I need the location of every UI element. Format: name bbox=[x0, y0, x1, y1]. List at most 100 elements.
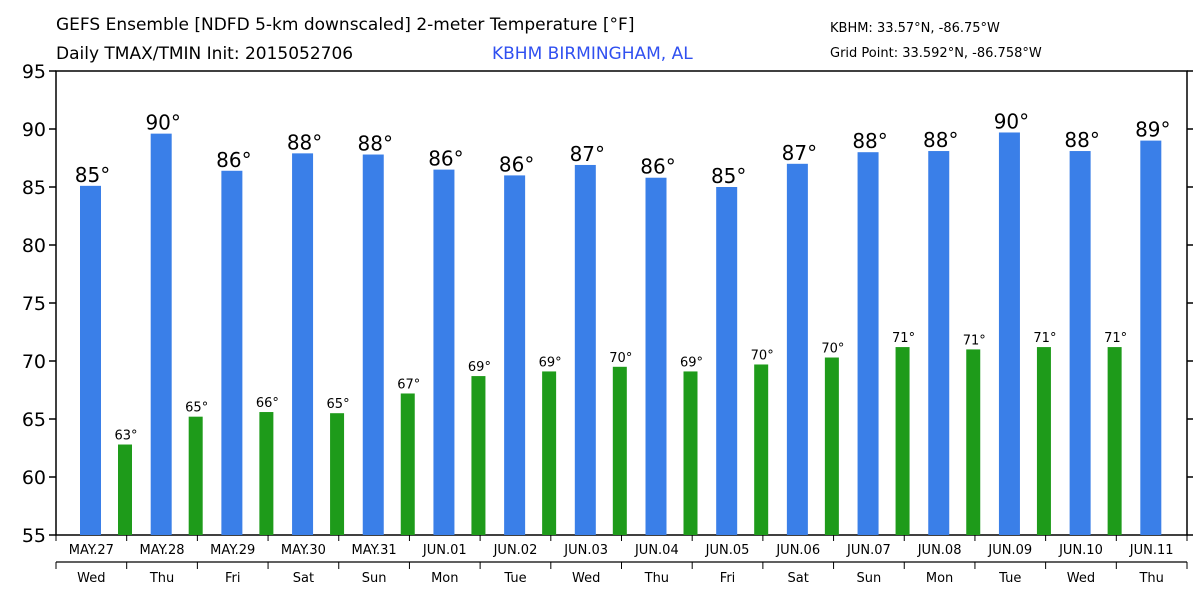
tmax-data-label: 88° bbox=[1064, 128, 1099, 152]
tmax-data-label: 85° bbox=[711, 164, 746, 188]
y-tick-label: 75 bbox=[22, 293, 46, 315]
x-day-label: Fri bbox=[720, 571, 736, 586]
station-coords: KBHM: 33.57°N, -86.75°W bbox=[830, 21, 1000, 36]
x-date-label: MAY.30 bbox=[281, 543, 326, 558]
x-date-label: JUN.02 bbox=[493, 543, 538, 558]
x-day-label: Sun bbox=[857, 571, 882, 586]
x-day-label: Wed bbox=[572, 571, 600, 586]
tmax-bar bbox=[998, 132, 1020, 536]
tmin-bar bbox=[471, 376, 486, 535]
tmax-bar bbox=[857, 152, 879, 535]
tmin-bar bbox=[895, 347, 910, 535]
x-date-label: JUN.08 bbox=[917, 543, 962, 558]
y-tick-label: 80 bbox=[22, 235, 46, 257]
x-day-label: Tue bbox=[998, 571, 1021, 586]
tmax-bar bbox=[221, 170, 243, 535]
station-name: KBHM BIRMINGHAM, AL bbox=[492, 44, 693, 64]
x-day-label: Wed bbox=[1067, 571, 1095, 586]
x-day-label: Sat bbox=[293, 571, 314, 586]
x-day-label: Tue bbox=[503, 571, 526, 586]
tmax-bar bbox=[928, 151, 950, 536]
tmin-bar bbox=[754, 364, 769, 535]
y-tick-label: 95 bbox=[22, 61, 46, 83]
tmin-bar bbox=[188, 416, 203, 535]
tmin-data-label: 66° bbox=[256, 396, 279, 411]
x-day-label: Wed bbox=[77, 571, 105, 586]
x-day-label: Sat bbox=[788, 571, 809, 586]
chart-title: GEFS Ensemble [NDFD 5-km downscaled] 2-m… bbox=[56, 15, 635, 35]
x-date-label: JUN.11 bbox=[1129, 543, 1174, 558]
tmin-data-label: 63° bbox=[114, 429, 137, 444]
tmin-data-label: 70° bbox=[821, 342, 844, 357]
tmax-data-label: 88° bbox=[923, 128, 958, 152]
x-date-label: JUN.09 bbox=[987, 543, 1032, 558]
tmax-data-label: 88° bbox=[358, 132, 393, 156]
grid-point-coords: Grid Point: 33.592°N, -86.758°W bbox=[830, 46, 1042, 61]
x-date-label: MAY.29 bbox=[210, 543, 255, 558]
tmax-data-label: 88° bbox=[287, 130, 322, 154]
x-day-label: Mon bbox=[431, 571, 458, 586]
tmax-bar bbox=[362, 154, 384, 535]
tmax-data-label: 86° bbox=[216, 148, 251, 172]
tmin-bar bbox=[400, 393, 415, 535]
x-day-label: Fri bbox=[225, 571, 241, 586]
tmin-bar bbox=[118, 444, 132, 535]
tmin-bar bbox=[330, 413, 345, 535]
x-date-label: JUN.07 bbox=[846, 543, 891, 558]
tmax-bar bbox=[716, 187, 738, 535]
x-date-label: JUN.03 bbox=[563, 543, 608, 558]
y-tick-label: 60 bbox=[22, 467, 46, 489]
tmin-data-label: 70° bbox=[751, 348, 774, 363]
y-tick-label: 90 bbox=[22, 119, 46, 141]
tmin-bar bbox=[259, 412, 274, 535]
y-tick-label: 65 bbox=[22, 409, 46, 431]
tmin-data-label: 71° bbox=[1033, 331, 1056, 346]
x-date-label: JUN.04 bbox=[634, 543, 679, 558]
tmax-data-label: 87° bbox=[570, 142, 605, 166]
tmax-data-label: 89° bbox=[1135, 118, 1170, 142]
x-day-label: Thu bbox=[1138, 571, 1163, 586]
tmax-data-label: 86° bbox=[428, 147, 463, 171]
tmax-data-label: 88° bbox=[852, 129, 887, 153]
tmin-bar bbox=[542, 371, 557, 535]
x-date-label: JUN.01 bbox=[422, 543, 467, 558]
tmin-data-label: 65° bbox=[185, 401, 208, 416]
tmin-data-label: 70° bbox=[609, 351, 632, 366]
tmin-bar bbox=[824, 357, 839, 535]
tmin-bar bbox=[612, 366, 627, 535]
tmin-data-label: 71° bbox=[1104, 331, 1127, 346]
tmax-data-label: 86° bbox=[640, 155, 675, 179]
tmax-data-label: 85° bbox=[75, 163, 110, 187]
x-date-label: MAY.28 bbox=[139, 543, 184, 558]
x-date-label: JUN.10 bbox=[1058, 543, 1103, 558]
tmin-bar bbox=[966, 349, 981, 535]
tmax-bar bbox=[645, 177, 667, 535]
tmin-bar bbox=[1107, 347, 1122, 535]
x-day-label: Thu bbox=[149, 571, 174, 586]
tmax-bar bbox=[1140, 140, 1162, 535]
chart-subtitle: Daily TMAX/TMIN Init: 2015052706 bbox=[56, 44, 354, 64]
x-date-label: JUN.05 bbox=[705, 543, 750, 558]
tmin-data-label: 69° bbox=[680, 355, 703, 370]
x-date-label: MAY.27 bbox=[69, 543, 114, 558]
tmax-bar bbox=[80, 185, 101, 535]
tmin-data-label: 69° bbox=[468, 360, 491, 375]
tmin-data-label: 69° bbox=[539, 355, 562, 370]
tmax-data-label: 87° bbox=[782, 141, 817, 165]
tmin-data-label: 67° bbox=[397, 377, 420, 392]
x-date-label: JUN.06 bbox=[775, 543, 820, 558]
x-day-label: Mon bbox=[926, 571, 953, 586]
tmax-data-label: 90° bbox=[145, 111, 180, 135]
tmax-bar bbox=[150, 133, 172, 535]
tmax-bar bbox=[433, 169, 455, 535]
tmin-data-label: 65° bbox=[327, 397, 350, 412]
x-day-label: Sun bbox=[362, 571, 387, 586]
tmax-data-label: 90° bbox=[994, 109, 1029, 133]
tmin-bar bbox=[1036, 347, 1051, 535]
tmin-data-label: 71° bbox=[892, 331, 915, 346]
y-tick-label: 70 bbox=[22, 351, 46, 373]
tmax-bar bbox=[786, 163, 808, 536]
tmin-data-label: 71° bbox=[963, 333, 986, 348]
tmin-bar bbox=[683, 371, 698, 535]
